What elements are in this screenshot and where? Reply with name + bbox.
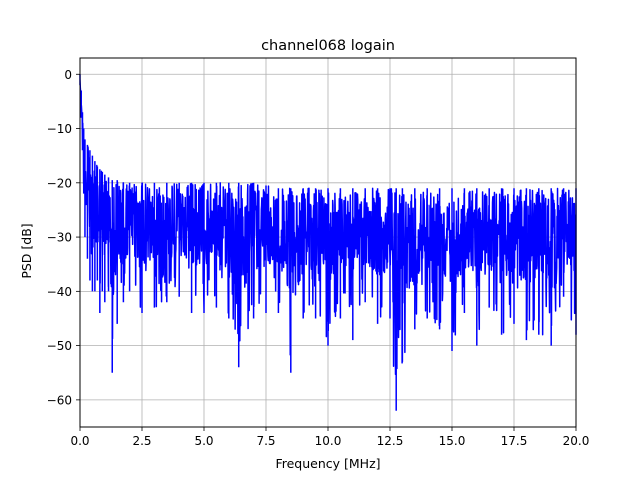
x-tick-label: 2.5 xyxy=(132,434,151,448)
y-tick-label: −30 xyxy=(47,231,72,245)
x-axis-label: Frequency [MHz] xyxy=(275,456,380,471)
y-tick-label: −20 xyxy=(47,176,72,190)
y-tick-label: −10 xyxy=(47,122,72,136)
x-tick-label: 15.0 xyxy=(439,434,466,448)
x-tick-label: 0.0 xyxy=(70,434,89,448)
x-tick-label: 17.5 xyxy=(501,434,528,448)
chart-title: channel068 logain xyxy=(261,38,395,54)
x-tick-label: 10.0 xyxy=(315,434,342,448)
x-tick-label: 12.5 xyxy=(377,434,404,448)
x-tick-label: 5.0 xyxy=(194,434,213,448)
y-tick-label: −60 xyxy=(47,393,72,407)
y-tick-label: −40 xyxy=(47,285,72,299)
ticks: 0.0 2.5 5.0 7.5 10.0 12.5 15.0 17.5 20.0 0 −10 −20 −… xyxy=(47,68,590,448)
y-tick-label: 0 xyxy=(64,68,72,82)
x-tick-label: 20.0 xyxy=(563,434,590,448)
psd-series-line xyxy=(79,74,577,411)
y-axis-label: PSD [dB] xyxy=(19,223,34,278)
y-tick-label: −50 xyxy=(47,339,72,353)
data-layer xyxy=(79,74,577,411)
x-tick-label: 7.5 xyxy=(256,434,275,448)
